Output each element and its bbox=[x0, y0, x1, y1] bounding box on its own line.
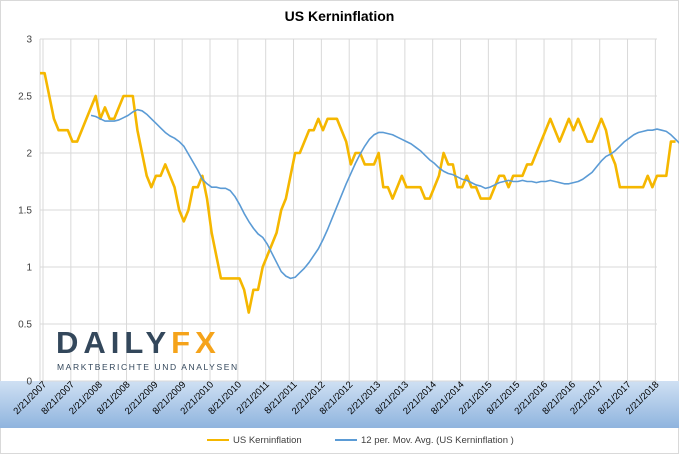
y-tick-labels: 0 0.5 1 1.5 2 2.5 3 bbox=[18, 35, 32, 388]
legend-swatch-yellow bbox=[207, 439, 229, 441]
logo-wordmark: DAILYFX bbox=[56, 326, 221, 360]
series-line-kerninflation bbox=[40, 71, 676, 314]
series-lines bbox=[40, 71, 679, 314]
series-line-moving-average bbox=[90, 108, 679, 280]
chart-title: US Kerninflation bbox=[284, 8, 395, 24]
y-tick-label: 1 bbox=[26, 263, 32, 274]
logo-brand-fx: FX bbox=[171, 325, 221, 360]
legend-item-moving-average: 12 per. Mov. Avg. (US Kerninflation ) bbox=[335, 432, 514, 448]
legend-label-moving-average: 12 per. Mov. Avg. (US Kerninflation ) bbox=[361, 434, 514, 446]
y-tick-label: 2.5 bbox=[18, 92, 32, 103]
legend-swatch-blue bbox=[335, 439, 357, 441]
y-tick-label: 0 bbox=[26, 377, 32, 388]
legend-label-kerninflation: US Kerninflation bbox=[233, 434, 302, 446]
y-tick-label: 1.5 bbox=[18, 206, 32, 217]
y-tick-label: 0.5 bbox=[18, 320, 32, 331]
y-tick-label: 3 bbox=[26, 35, 32, 46]
y-tick-label: 2 bbox=[26, 149, 32, 160]
logo-tagline: MARKTBERICHTE UND ANALYSEN bbox=[57, 362, 239, 372]
chart-legend: US Kerninflation 12 per. Mov. Avg. (US K… bbox=[0, 432, 679, 448]
legend-item-kerninflation: US Kerninflation bbox=[207, 432, 302, 448]
x-axis-band bbox=[0, 381, 679, 428]
dailyfx-logo: DAILYFX MARKTBERICHTE UND ANALYSEN bbox=[56, 326, 246, 382]
logo-brand-daily: DAILY bbox=[56, 325, 172, 360]
